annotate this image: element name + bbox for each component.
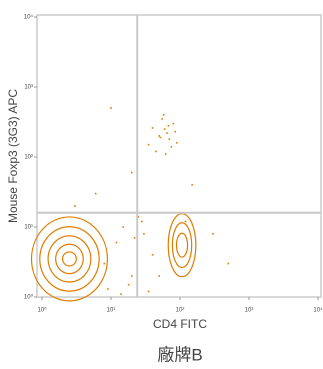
event-dot (115, 241, 118, 244)
event-dot (191, 184, 193, 186)
event-dot (107, 288, 109, 290)
event-dot (127, 283, 130, 286)
x-tick-label: 10² (176, 308, 185, 314)
event-dot (167, 124, 170, 127)
event-dot (143, 232, 145, 235)
y-axis-label: Mouse Foxp3 (3G3) APC (6, 89, 20, 223)
event-dot (163, 128, 166, 130)
event-dot (162, 114, 165, 116)
x-axis-label: CD4 FITC (153, 317, 207, 331)
event-dot (166, 132, 168, 134)
y-tick-label: 10¹ (24, 225, 33, 231)
event-dot (170, 145, 173, 148)
event-dot (172, 122, 175, 125)
event-dot (147, 290, 150, 293)
contour-ring (47, 235, 92, 283)
x-tick-label: 10⁴ (313, 307, 323, 314)
y-tick-label: 10⁴ (24, 14, 34, 21)
event-dot (155, 150, 157, 153)
event-dot (161, 118, 163, 120)
event-dot (212, 232, 214, 235)
y-tick-label: 10² (24, 155, 33, 161)
contour-ring (30, 216, 109, 302)
event-dot (174, 130, 176, 133)
y-tick-label: 10⁰ (24, 294, 34, 301)
event-dot (158, 135, 161, 137)
event-dot (159, 136, 162, 139)
event-dot (141, 220, 143, 223)
event-dot (184, 220, 187, 223)
plot-frame (36, 14, 322, 298)
event-dot (130, 275, 133, 277)
caption: 廠牌B (157, 344, 202, 364)
event-dot (110, 107, 112, 109)
event-dot (133, 237, 136, 239)
contour-ring (39, 226, 100, 292)
contour-ring (171, 222, 193, 269)
event-dot (164, 153, 167, 155)
contour-ring (61, 251, 77, 267)
event-dot (94, 192, 97, 195)
x-tick-label: 10⁰ (37, 307, 47, 314)
contour-ring (55, 243, 84, 275)
contour-ring (175, 232, 189, 258)
event-dot (120, 293, 122, 295)
event-dot (176, 141, 178, 144)
event-dot (130, 171, 133, 174)
event-dot (158, 275, 161, 277)
event-dot (151, 127, 154, 129)
event-dot (74, 205, 76, 207)
event-dot (227, 262, 230, 265)
event-dot (147, 143, 150, 146)
event-dot (151, 254, 154, 256)
x-tick-label: 10³ (245, 308, 254, 314)
event-dot (122, 226, 124, 228)
y-tick-label: 10³ (24, 85, 33, 91)
x-tick-label: 10¹ (107, 308, 116, 314)
event-dot (168, 138, 171, 140)
event-dot (103, 262, 106, 265)
event-dot (137, 215, 140, 218)
